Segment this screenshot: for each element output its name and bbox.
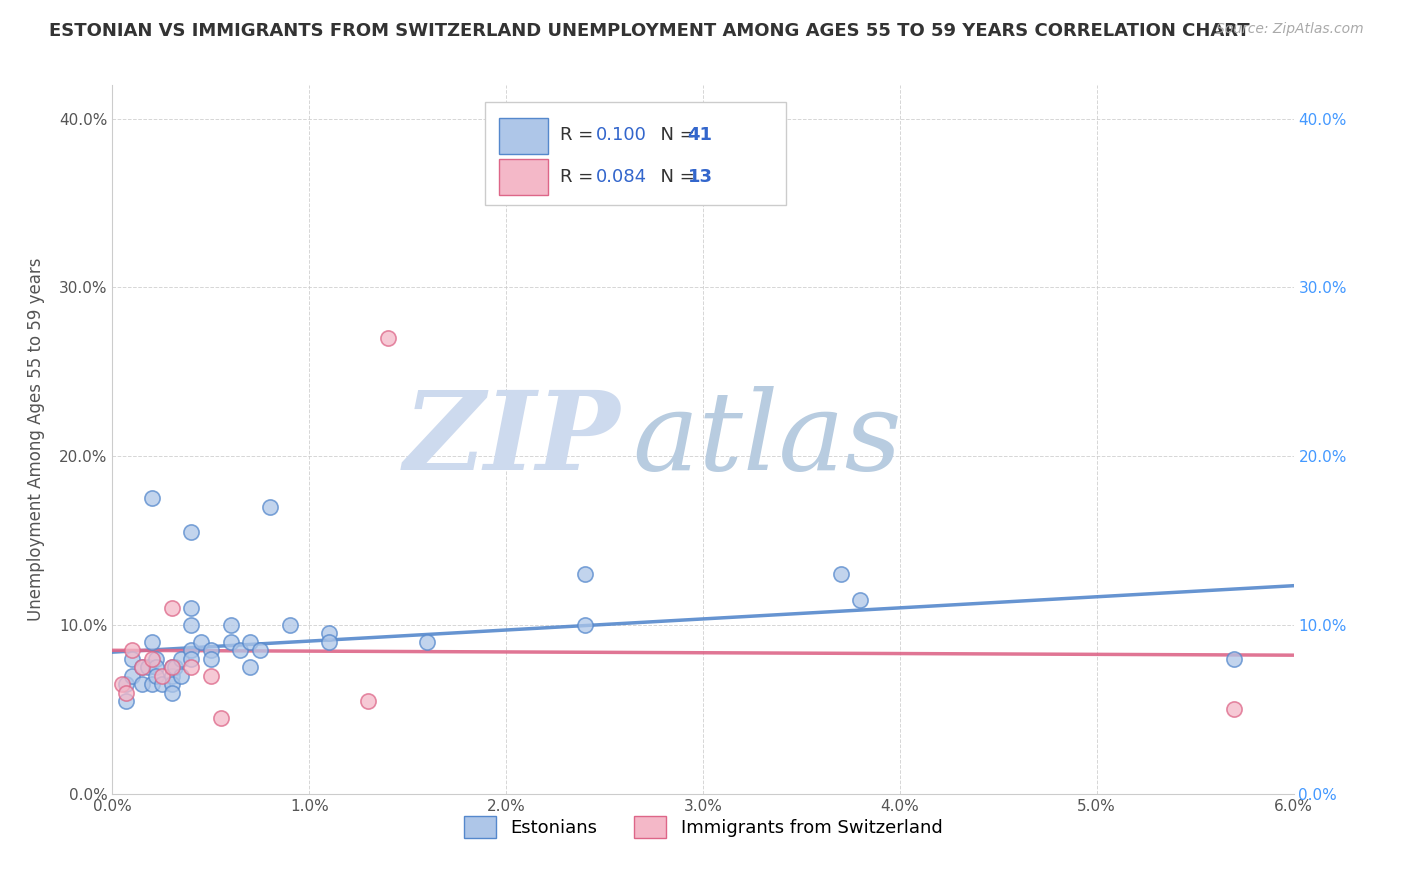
Point [259, 500, 281, 514]
Point [141, 677, 163, 691]
Point [121, 652, 143, 666]
Point [249, 643, 271, 657]
Point [145, 660, 167, 674]
Text: R =: R = [560, 127, 599, 145]
Text: ZIP: ZIP [404, 385, 620, 493]
Point [219, 618, 242, 632]
Point [377, 331, 399, 345]
Point [849, 592, 872, 607]
Point [145, 669, 167, 683]
Point [145, 652, 167, 666]
Text: 0.084: 0.084 [596, 168, 647, 186]
Point [200, 643, 222, 657]
Point [131, 660, 153, 674]
Point [229, 643, 252, 657]
Point [141, 491, 163, 506]
Point [278, 618, 301, 632]
Point [141, 652, 163, 666]
Point [318, 635, 340, 649]
FancyBboxPatch shape [499, 119, 548, 154]
Point [141, 635, 163, 649]
Point [160, 601, 183, 615]
Point [318, 626, 340, 640]
Point [219, 635, 242, 649]
Text: N =: N = [648, 127, 700, 145]
Point [115, 694, 138, 708]
Point [200, 669, 222, 683]
Point [170, 652, 193, 666]
Text: N =: N = [648, 168, 700, 186]
Point [111, 677, 134, 691]
Point [180, 618, 202, 632]
Point [115, 685, 138, 699]
Point [416, 635, 439, 649]
Point [150, 669, 173, 683]
Text: atlas: atlas [633, 385, 901, 493]
Point [160, 660, 183, 674]
Point [200, 652, 222, 666]
Point [121, 669, 143, 683]
Y-axis label: Unemployment Among Ages 55 to 59 years: Unemployment Among Ages 55 to 59 years [27, 258, 45, 621]
Point [830, 567, 852, 582]
Point [357, 694, 380, 708]
Point [160, 685, 183, 699]
Point [160, 669, 183, 683]
Point [136, 660, 159, 674]
Point [150, 677, 173, 691]
Point [131, 660, 153, 674]
FancyBboxPatch shape [485, 103, 786, 205]
Point [180, 652, 202, 666]
Point [160, 660, 183, 674]
Text: R =: R = [560, 168, 599, 186]
Point [209, 711, 232, 725]
Point [574, 618, 596, 632]
Point [121, 643, 143, 657]
Point [180, 660, 202, 674]
Text: 41: 41 [688, 127, 713, 145]
Point [115, 677, 138, 691]
Point [160, 677, 183, 691]
Point [190, 635, 212, 649]
Text: 0.100: 0.100 [596, 127, 647, 145]
Text: ESTONIAN VS IMMIGRANTS FROM SWITZERLAND UNEMPLOYMENT AMONG AGES 55 TO 59 YEARS C: ESTONIAN VS IMMIGRANTS FROM SWITZERLAND … [49, 22, 1250, 40]
Point [239, 660, 262, 674]
Legend: Estonians, Immigrants from Switzerland: Estonians, Immigrants from Switzerland [457, 809, 949, 845]
Point [1223, 652, 1246, 666]
FancyBboxPatch shape [499, 160, 548, 195]
Point [574, 567, 596, 582]
Point [131, 677, 153, 691]
Point [180, 601, 202, 615]
Point [239, 635, 262, 649]
Point [165, 660, 187, 674]
Point [170, 669, 193, 683]
Text: 13: 13 [688, 168, 713, 186]
Point [1223, 702, 1246, 716]
Text: Source: ZipAtlas.com: Source: ZipAtlas.com [1216, 22, 1364, 37]
Point [180, 525, 202, 540]
Point [180, 643, 202, 657]
